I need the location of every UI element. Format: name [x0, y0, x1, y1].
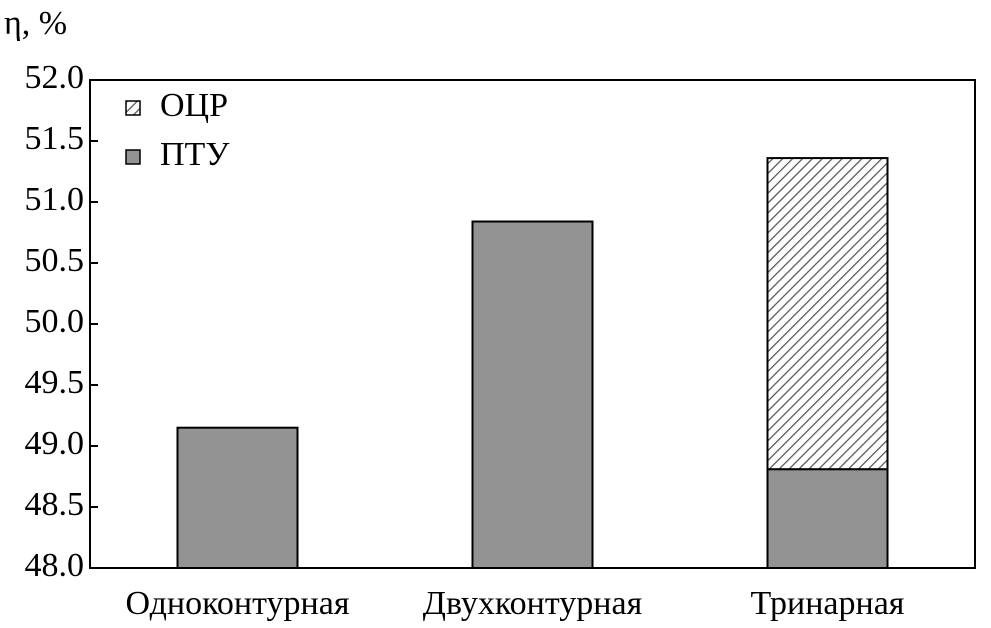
- bar: [471, 220, 594, 570]
- y-tick-label: 48.0: [25, 547, 85, 584]
- legend-swatch: [125, 149, 141, 165]
- y-tick-label: 50.0: [25, 303, 85, 340]
- x-tick-label: Двухконтурная: [423, 585, 643, 622]
- bar: [766, 468, 889, 569]
- y-tick-label: 51.0: [25, 181, 85, 218]
- legend-label: ПТУ: [160, 136, 230, 173]
- x-tick-label: Одноконтурная: [126, 585, 350, 622]
- y-tick-label: 49.5: [25, 364, 85, 401]
- y-tick-label: 50.5: [25, 242, 85, 279]
- y-tick-label: 52.0: [25, 59, 85, 96]
- y-tick-label: 48.5: [25, 486, 85, 523]
- y-tick-label: 49.0: [25, 425, 85, 462]
- legend-label: ОЦР: [160, 87, 228, 124]
- x-tick-label: Тринарная: [751, 585, 905, 622]
- y-axis-label: η, %: [4, 5, 67, 42]
- bar: [176, 426, 299, 570]
- y-tick-label: 51.5: [25, 120, 85, 157]
- plot-frame: [89, 79, 976, 569]
- bar: [766, 157, 889, 471]
- legend-swatch: [125, 100, 141, 116]
